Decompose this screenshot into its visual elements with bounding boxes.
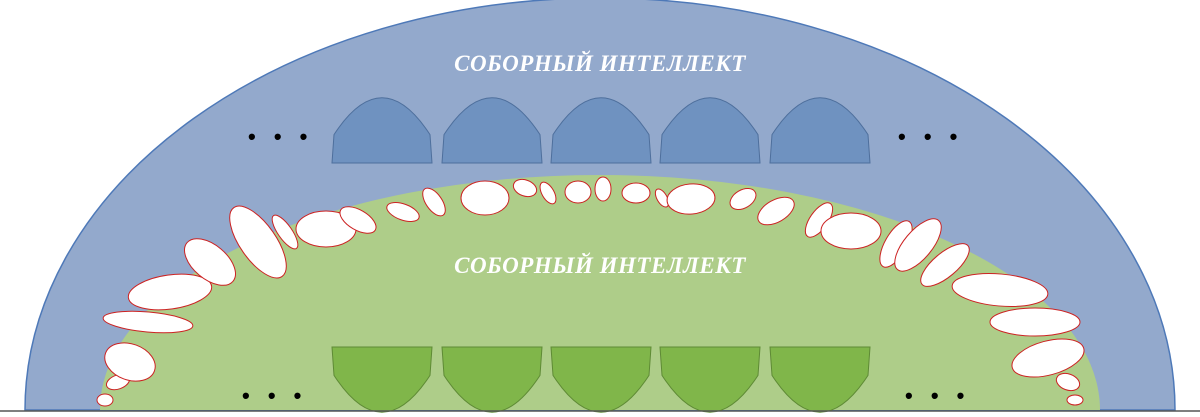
idea-ellipse xyxy=(1011,338,1085,378)
idea-ellipse xyxy=(339,206,377,234)
idea-ellipse xyxy=(102,310,194,334)
idea-ellipse xyxy=(594,176,612,202)
inner-modules xyxy=(331,346,871,413)
idea-ellipse xyxy=(894,218,942,272)
inner-module xyxy=(441,346,543,413)
idea-ellipse xyxy=(564,180,592,204)
outer-ellipsis-right: • • • xyxy=(898,124,964,149)
idea-ellipse xyxy=(422,187,446,217)
inner-module xyxy=(769,346,871,413)
idea-ellipse xyxy=(666,183,716,215)
idea-ellipse xyxy=(989,307,1081,337)
inner-ellipsis-right: • • • xyxy=(905,383,971,408)
idea-ellipse xyxy=(1066,394,1084,406)
idea-ellipse xyxy=(1055,372,1081,392)
outer-ellipsis-left: • • • xyxy=(248,124,314,149)
idea-ellipse xyxy=(104,342,156,382)
inner-ellipsis-left: • • • xyxy=(242,383,308,408)
idea-ellipse xyxy=(539,181,557,205)
outer-module xyxy=(550,97,652,164)
idea-ellipse xyxy=(654,188,670,208)
idea-ellipse xyxy=(820,212,882,250)
idea-ellipse xyxy=(512,178,538,198)
outer-sphere-title: СОБОРНЫЙ ИНТЕЛЛЕКТ xyxy=(454,51,746,76)
idea-ellipse xyxy=(229,205,287,279)
inner-sphere-title: СОБОРНЫЙ ИНТЕЛЛЕКТ xyxy=(454,253,746,278)
outer-module xyxy=(331,97,433,164)
idea-ellipse xyxy=(757,196,795,226)
idea-ellipse xyxy=(96,393,114,407)
outer-module xyxy=(769,97,871,164)
idea-ellipse xyxy=(729,188,757,210)
idea-ellipse xyxy=(951,273,1049,307)
idea-ellipse xyxy=(127,273,213,311)
idea-ellipse xyxy=(460,180,510,216)
inner-module xyxy=(331,346,433,413)
idea-ellipses xyxy=(96,176,1085,407)
idea-ellipse xyxy=(621,182,651,204)
idea-ellipse xyxy=(386,201,420,223)
inner-module xyxy=(659,346,761,413)
outer-module xyxy=(659,97,761,164)
outer-module xyxy=(441,97,543,164)
idea-ellipse xyxy=(184,238,236,286)
outer-modules xyxy=(331,97,871,164)
idea-ellipse xyxy=(271,214,299,250)
idea-ellipse xyxy=(920,243,970,287)
inner-module xyxy=(550,346,652,413)
